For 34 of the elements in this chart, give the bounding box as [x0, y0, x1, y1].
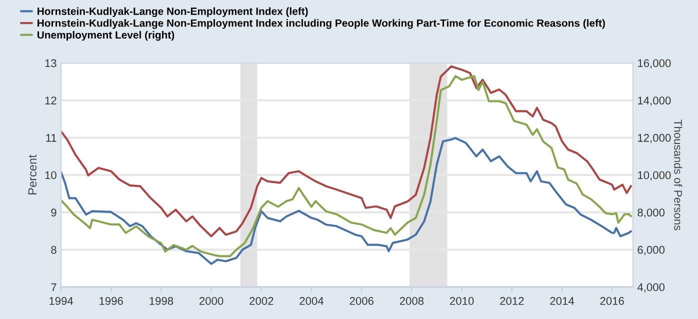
- y2-tick-label: 14,000: [638, 96, 671, 106]
- y2-tick-label: 6,000: [638, 246, 665, 256]
- y2-tick-label: 4,000: [637, 283, 665, 292]
- x-tick-label: 2000: [199, 297, 224, 305]
- x-tick-label: 2006: [350, 297, 374, 305]
- x-tick-label: 1994: [49, 297, 74, 305]
- x-tick-label: 1998: [150, 297, 174, 305]
- y-tick-label: 7: [51, 283, 56, 292]
- y-tick-label: 9: [51, 208, 56, 216]
- y-tick-label: 10: [45, 171, 56, 180]
- y2-tick-label: 12,000: [638, 134, 671, 144]
- y-tick-label: 8: [51, 246, 56, 254]
- y-axis-title: Percent: [28, 154, 37, 194]
- line-series: [61, 75, 632, 258]
- x-tick-label: 2012: [500, 297, 524, 305]
- line-series: [61, 65, 632, 238]
- y2-axis-title: Thousands of Persons: [674, 120, 682, 230]
- x-tick-label: 2004: [300, 297, 324, 305]
- x-tick-label: 2016: [600, 297, 624, 305]
- x-tick-label: 2014: [550, 297, 574, 305]
- y-tick-label: 11: [46, 134, 56, 142]
- legend-label: Hornstein-Kudlyak-Lange Non-Employment Index including People Working Part-Time for Economic Reasons (left): [38, 19, 605, 29]
- x-tick-label: 1996: [100, 297, 123, 305]
- y-tick-label: 12: [45, 96, 56, 104]
- x-tick-label: 2002: [250, 297, 274, 305]
- y2-tick-label: 16,000: [638, 59, 671, 68]
- y2-tick-label: 8,000: [638, 208, 665, 218]
- y-tick-label: 13: [45, 59, 56, 68]
- x-tick-label: 2008: [400, 297, 424, 305]
- x-tick-label: 2010: [450, 297, 474, 305]
- y2-tick-label: 10,000: [638, 171, 671, 180]
- legend-label: Unemployment Level (right): [38, 30, 174, 41]
- legend-label: Hornstein-Kudlyak-Lange Non-Employment Index (left): [38, 7, 308, 18]
- line-series: [61, 136, 632, 265]
